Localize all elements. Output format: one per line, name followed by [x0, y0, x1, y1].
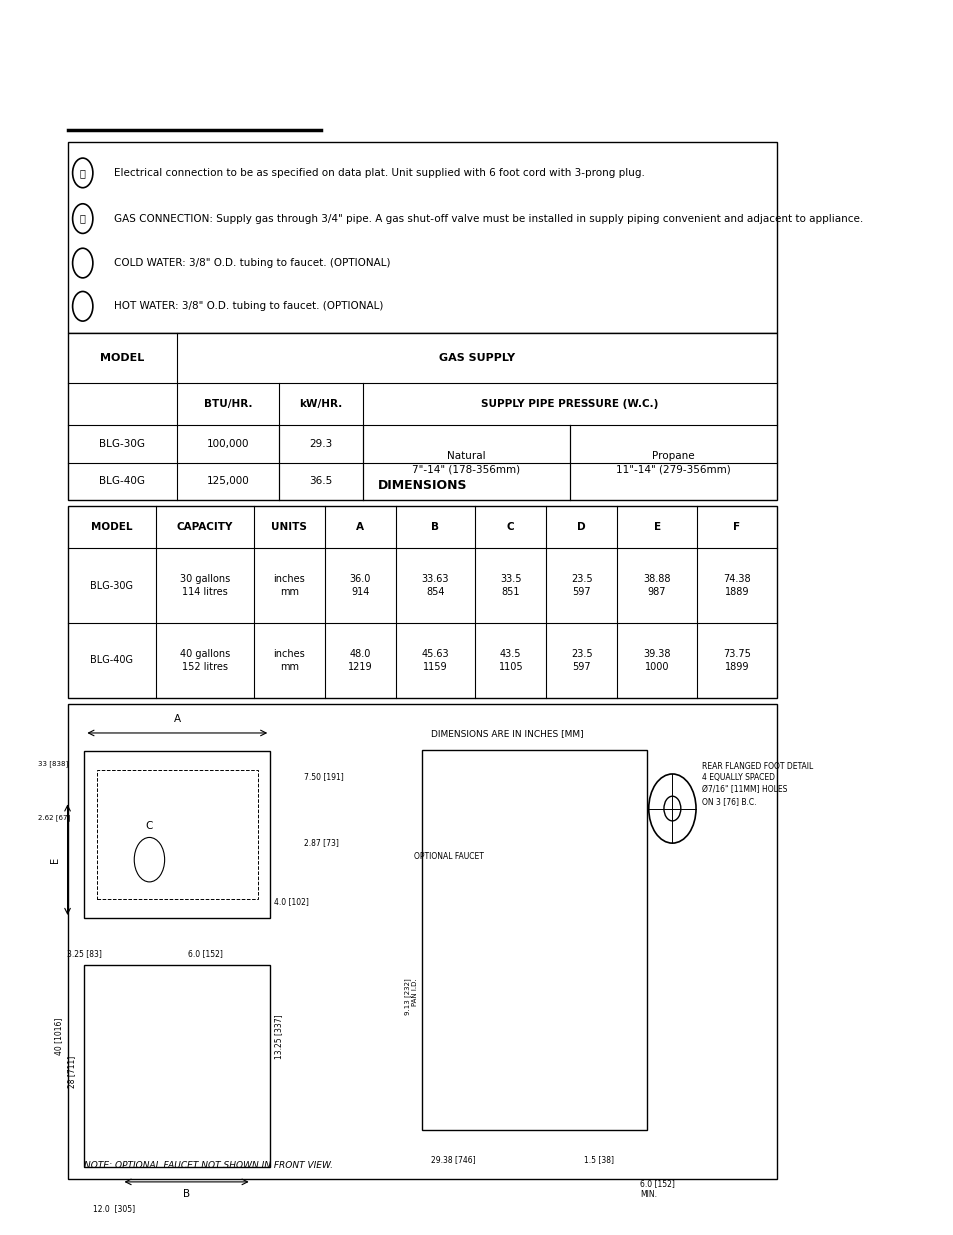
Text: 29.3: 29.3 [309, 438, 332, 448]
Text: F: F [733, 522, 740, 532]
Text: 🔥: 🔥 [80, 214, 86, 224]
Text: 6.0 [152]
MIN.: 6.0 [152] MIN. [639, 1179, 675, 1199]
Text: BTU/HR.: BTU/HR. [204, 399, 252, 409]
Text: COLD WATER: 3/8" O.D. tubing to faucet. (OPTIONAL): COLD WATER: 3/8" O.D. tubing to faucet. … [113, 258, 390, 268]
Text: 33.63
854: 33.63 854 [421, 574, 449, 598]
Text: 1.5 [38]: 1.5 [38] [583, 1155, 613, 1163]
Text: 6.0 [152]: 6.0 [152] [188, 948, 222, 958]
Text: 73.75
1899: 73.75 1899 [722, 648, 750, 672]
Text: 12.0  [305]: 12.0 [305] [92, 1204, 135, 1213]
Text: B: B [431, 522, 439, 532]
Text: 40 [1016]: 40 [1016] [54, 1018, 63, 1055]
FancyBboxPatch shape [84, 965, 270, 1167]
Text: BLG-30G: BLG-30G [99, 438, 145, 448]
Text: 33.5
851: 33.5 851 [499, 574, 521, 598]
Text: 9.13 [232]
PAN I.D.: 9.13 [232] PAN I.D. [404, 978, 417, 1015]
Text: B: B [183, 1189, 190, 1199]
Text: SUPPLY PIPE PRESSURE (W.C.): SUPPLY PIPE PRESSURE (W.C.) [480, 399, 658, 409]
Text: Electrical connection to be as specified on data plat. Unit supplied with 6 foot: Electrical connection to be as specified… [113, 168, 644, 178]
Text: 74.38
1889: 74.38 1889 [722, 574, 750, 598]
Text: 43.5
1105: 43.5 1105 [498, 648, 522, 672]
Text: BLG-30G: BLG-30G [91, 580, 133, 590]
Text: 3.25 [83]: 3.25 [83] [67, 948, 102, 958]
Text: Natural
7"-14" (178-356mm): Natural 7"-14" (178-356mm) [412, 451, 520, 474]
Text: BLG-40G: BLG-40G [99, 477, 145, 487]
Text: inches
mm: inches mm [273, 574, 305, 598]
FancyBboxPatch shape [421, 750, 646, 1130]
Text: 2.62 [67]: 2.62 [67] [38, 815, 71, 821]
Text: C: C [506, 522, 514, 532]
Text: CAPACITY: CAPACITY [176, 522, 233, 532]
Text: 28 [711]: 28 [711] [67, 1056, 76, 1088]
FancyBboxPatch shape [68, 704, 776, 1179]
Text: DIMENSIONS ARE IN INCHES [MM]: DIMENSIONS ARE IN INCHES [MM] [430, 729, 582, 737]
Text: 48.0
1219: 48.0 1219 [348, 648, 372, 672]
Text: 38.88
987: 38.88 987 [642, 574, 670, 598]
Text: 7.50 [191]: 7.50 [191] [304, 772, 343, 781]
Text: Propane
11"-14" (279-356mm): Propane 11"-14" (279-356mm) [616, 451, 730, 474]
Text: 23.5
597: 23.5 597 [570, 648, 592, 672]
Text: 30 gallons
114 litres: 30 gallons 114 litres [179, 574, 230, 598]
Text: MODEL: MODEL [100, 353, 145, 363]
Text: OPTIONAL FAUCET: OPTIONAL FAUCET [414, 852, 483, 861]
Text: NOTE: OPTIONAL FAUCET NOT SHOWN IN FRONT VIEW.: NOTE: OPTIONAL FAUCET NOT SHOWN IN FRONT… [84, 1161, 334, 1170]
FancyBboxPatch shape [84, 751, 270, 918]
FancyBboxPatch shape [68, 506, 776, 698]
Text: E: E [50, 857, 60, 863]
Text: BLG-40G: BLG-40G [91, 656, 133, 666]
Text: GAS CONNECTION: Supply gas through 3/4" pipe. A gas shut-off valve must be insta: GAS CONNECTION: Supply gas through 3/4" … [113, 214, 862, 224]
Text: 125,000: 125,000 [207, 477, 249, 487]
Text: 29.38 [746]: 29.38 [746] [430, 1155, 475, 1163]
Text: REAR FLANGED FOOT DETAIL
4 EQUALLY SPACED
Ø7/16" [11MM] HOLES
ON 3 [76] B.C.: REAR FLANGED FOOT DETAIL 4 EQUALLY SPACE… [701, 762, 812, 806]
Text: inches
mm: inches mm [273, 648, 305, 672]
Text: C: C [146, 821, 153, 831]
Text: 45.63
1159: 45.63 1159 [421, 648, 449, 672]
Text: HOT WATER: 3/8" O.D. tubing to faucet. (OPTIONAL): HOT WATER: 3/8" O.D. tubing to faucet. (… [113, 301, 383, 311]
Text: 40 gallons
152 litres: 40 gallons 152 litres [179, 648, 230, 672]
Text: E: E [653, 522, 659, 532]
Text: 36.0
914: 36.0 914 [349, 574, 371, 598]
Text: 33 [838]: 33 [838] [38, 761, 69, 767]
Text: UNITS: UNITS [271, 522, 307, 532]
Text: 2.87 [73]: 2.87 [73] [304, 839, 338, 847]
Text: DIMENSIONS: DIMENSIONS [377, 478, 466, 492]
Text: A: A [355, 522, 364, 532]
Text: 13.25 [337]: 13.25 [337] [274, 1014, 283, 1058]
FancyBboxPatch shape [68, 142, 776, 333]
Text: A: A [173, 714, 181, 724]
Text: D: D [577, 522, 585, 532]
Text: GAS SUPPLY: GAS SUPPLY [438, 353, 515, 363]
Text: 39.38
1000: 39.38 1000 [642, 648, 670, 672]
Text: MODEL: MODEL [91, 522, 132, 532]
Text: 100,000: 100,000 [207, 438, 249, 448]
Text: 4.0 [102]: 4.0 [102] [274, 897, 309, 905]
FancyBboxPatch shape [68, 333, 776, 500]
Text: Ⓔ: Ⓔ [80, 168, 86, 178]
Text: kW/HR.: kW/HR. [299, 399, 342, 409]
FancyBboxPatch shape [97, 771, 257, 899]
Text: 36.5: 36.5 [309, 477, 332, 487]
Text: 23.5
597: 23.5 597 [570, 574, 592, 598]
